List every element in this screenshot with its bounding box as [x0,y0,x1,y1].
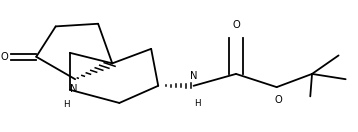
Text: O: O [1,52,9,62]
Text: N: N [70,84,77,95]
Text: H: H [194,99,200,108]
Text: O: O [232,20,240,30]
Text: N: N [190,70,197,81]
Text: O: O [275,95,282,105]
Text: H: H [63,100,69,109]
